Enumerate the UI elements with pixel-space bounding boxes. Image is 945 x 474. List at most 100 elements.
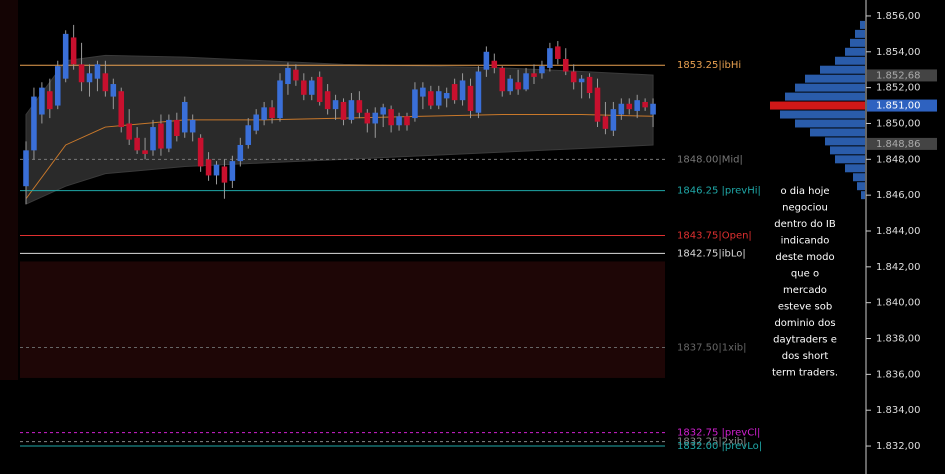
candle-body xyxy=(213,164,220,176)
candle-body xyxy=(332,100,339,110)
level-label: 1843.75|Open| xyxy=(677,230,752,241)
candle-body xyxy=(467,85,474,111)
annotation-line: dentro do IB xyxy=(774,219,836,230)
candle-body xyxy=(618,103,625,115)
y-tick-label: 1.850,00 xyxy=(876,118,921,129)
y-tick-label: 1.832,00 xyxy=(876,441,921,452)
y-tick-label: 1.842,00 xyxy=(876,262,921,273)
candle-body xyxy=(340,101,347,120)
profile-bar xyxy=(835,155,865,164)
candle-body xyxy=(277,80,283,119)
annotation-line: dominio dos xyxy=(774,318,835,329)
candle-body xyxy=(253,114,259,131)
y-tick-label: 1.844,00 xyxy=(876,226,921,237)
candle-body xyxy=(642,101,648,108)
profile-bar xyxy=(795,83,865,92)
candle-body xyxy=(348,100,355,120)
profile-bar xyxy=(861,191,865,200)
profile-bar xyxy=(795,119,865,128)
annotation-line: deste modo xyxy=(775,252,834,263)
candle-body xyxy=(650,103,656,115)
candle-body xyxy=(54,66,61,106)
level-label: 1848.00|Mid| xyxy=(677,154,743,165)
y-tick-label: 1.856,00 xyxy=(876,11,921,22)
candle-body xyxy=(555,46,561,59)
candle-body xyxy=(174,119,180,137)
candle-body xyxy=(126,123,132,140)
candle-body xyxy=(324,91,331,110)
candle-body xyxy=(47,91,53,110)
candle-body xyxy=(364,112,371,124)
annotation-line: dos short xyxy=(782,351,829,362)
candle-body xyxy=(142,150,148,154)
profile-bar xyxy=(845,164,865,173)
candle-body xyxy=(626,103,633,110)
profile-bar xyxy=(770,101,865,110)
y-tick-label: 1.854,00 xyxy=(876,47,921,58)
y-tick-label: 1.838,00 xyxy=(876,334,921,345)
candle-body xyxy=(205,159,212,176)
candle-body xyxy=(531,73,537,77)
level-label: 1832.75 |prevCl| xyxy=(677,428,760,439)
annotation-line: que o xyxy=(791,269,819,280)
candle-body xyxy=(189,119,196,133)
y-tick-label: 1.836,00 xyxy=(876,369,921,380)
annotation-line: esteve sob xyxy=(778,302,832,313)
candle-body xyxy=(78,64,85,83)
candle-body xyxy=(634,100,640,111)
candle-body xyxy=(269,107,275,119)
candle-body xyxy=(237,144,244,162)
candle-body xyxy=(412,89,418,119)
annotation-line: term traders. xyxy=(772,368,838,379)
y-tick-label: 1.840,00 xyxy=(876,298,921,309)
candle-body xyxy=(356,100,363,113)
candle-body xyxy=(110,84,117,97)
candle-body xyxy=(459,80,466,101)
y-tick-label: 1.846,00 xyxy=(876,190,921,201)
axis-marker-label: 1.852,68 xyxy=(876,70,921,81)
candle-body xyxy=(102,73,109,92)
candle-body xyxy=(435,91,442,106)
candle-body xyxy=(570,71,577,83)
candle-body xyxy=(316,76,323,102)
profile-bar xyxy=(820,65,865,74)
axis-marker xyxy=(867,69,937,82)
profile-bar xyxy=(785,92,865,101)
candle-body xyxy=(301,80,307,95)
profile-bar xyxy=(850,38,865,47)
candle-body xyxy=(158,123,164,149)
candle-body xyxy=(523,73,529,90)
candle-body xyxy=(86,73,93,83)
candle-body xyxy=(475,71,482,113)
zone xyxy=(20,261,665,378)
candle-body xyxy=(285,67,291,85)
candle-body xyxy=(483,51,490,70)
candle-body xyxy=(31,96,37,151)
level-label: 1842.75|ibLo| xyxy=(677,248,746,259)
axis-marker xyxy=(867,99,937,112)
candle-body xyxy=(443,93,450,99)
candle-body xyxy=(261,107,267,120)
level-label: 1853.25|ibHi xyxy=(677,60,741,71)
candle-body xyxy=(70,37,77,65)
annotation-line: mercado xyxy=(783,285,827,296)
candle-body xyxy=(380,107,386,115)
candle-body xyxy=(491,60,498,68)
candle-body xyxy=(181,101,188,133)
candle-body xyxy=(94,64,101,79)
candle-body xyxy=(62,33,69,79)
level-label: 1832.00 |prevLo| xyxy=(677,441,762,452)
candle-body xyxy=(610,109,617,131)
y-tick-label: 1.852,00 xyxy=(876,83,921,94)
candle-body xyxy=(515,82,521,90)
candle-body xyxy=(39,87,45,115)
axis-marker-label: 1.851,00 xyxy=(876,101,921,112)
axis-marker-label: 1.848,86 xyxy=(876,139,921,150)
profile-bar xyxy=(805,74,865,83)
candle-body xyxy=(197,137,204,167)
candle-body xyxy=(293,69,299,81)
level-label: 1837.50|1xib| xyxy=(677,342,747,353)
candle-body xyxy=(134,137,140,151)
profile-bar xyxy=(825,137,865,146)
